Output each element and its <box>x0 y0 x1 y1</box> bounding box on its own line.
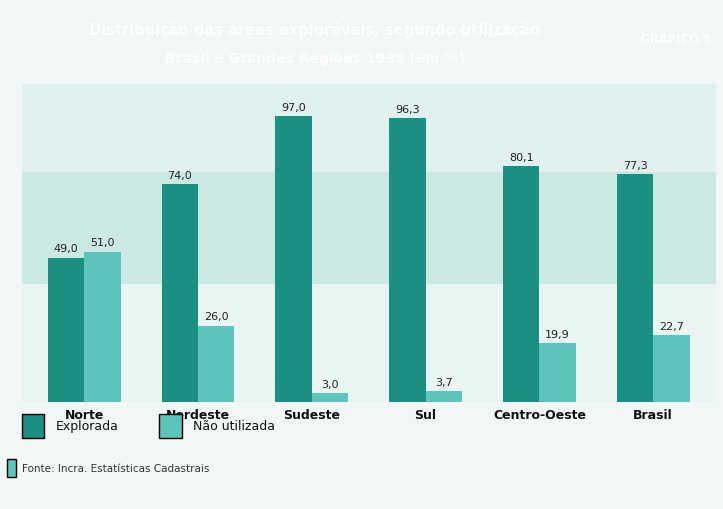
Text: 96,3: 96,3 <box>395 105 420 115</box>
Bar <box>275 117 312 402</box>
Bar <box>85 252 121 402</box>
Text: Explorada: Explorada <box>55 420 118 433</box>
FancyBboxPatch shape <box>159 414 182 438</box>
Text: 51,0: 51,0 <box>90 238 115 248</box>
Text: 26,0: 26,0 <box>204 312 228 322</box>
Text: 3,0: 3,0 <box>321 380 339 390</box>
Text: 3,7: 3,7 <box>435 378 453 388</box>
Bar <box>162 184 198 402</box>
FancyBboxPatch shape <box>7 459 16 477</box>
Bar <box>312 393 348 402</box>
FancyBboxPatch shape <box>22 414 45 438</box>
Text: 77,3: 77,3 <box>623 161 647 171</box>
Bar <box>503 166 539 402</box>
Bar <box>617 175 653 402</box>
Text: GRÁFICO 9: GRÁFICO 9 <box>641 33 711 46</box>
Text: 80,1: 80,1 <box>509 153 534 163</box>
Bar <box>198 326 234 402</box>
Bar <box>389 119 426 402</box>
Text: 22,7: 22,7 <box>659 322 684 332</box>
Bar <box>22 173 716 285</box>
Text: Não utilizada: Não utilizada <box>192 420 275 433</box>
Text: 19,9: 19,9 <box>545 330 570 340</box>
Text: Fonte: Incra. Estatísticas Cadastrais: Fonte: Incra. Estatísticas Cadastrais <box>22 464 209 474</box>
Text: 49,0: 49,0 <box>54 244 78 254</box>
Text: 74,0: 74,0 <box>168 171 192 181</box>
Text: Distribuição das áreas exploráveis, segundo utilização: Distribuição das áreas exploráveis, segu… <box>89 22 540 38</box>
Bar <box>48 258 85 402</box>
Bar <box>539 344 576 402</box>
Text: Brasil e Grandes Regiões 1998 (em %): Brasil e Grandes Regiões 1998 (em %) <box>165 52 464 66</box>
Bar <box>653 335 690 402</box>
Text: 97,0: 97,0 <box>281 103 306 113</box>
Bar <box>426 391 462 402</box>
Bar <box>22 84 716 173</box>
